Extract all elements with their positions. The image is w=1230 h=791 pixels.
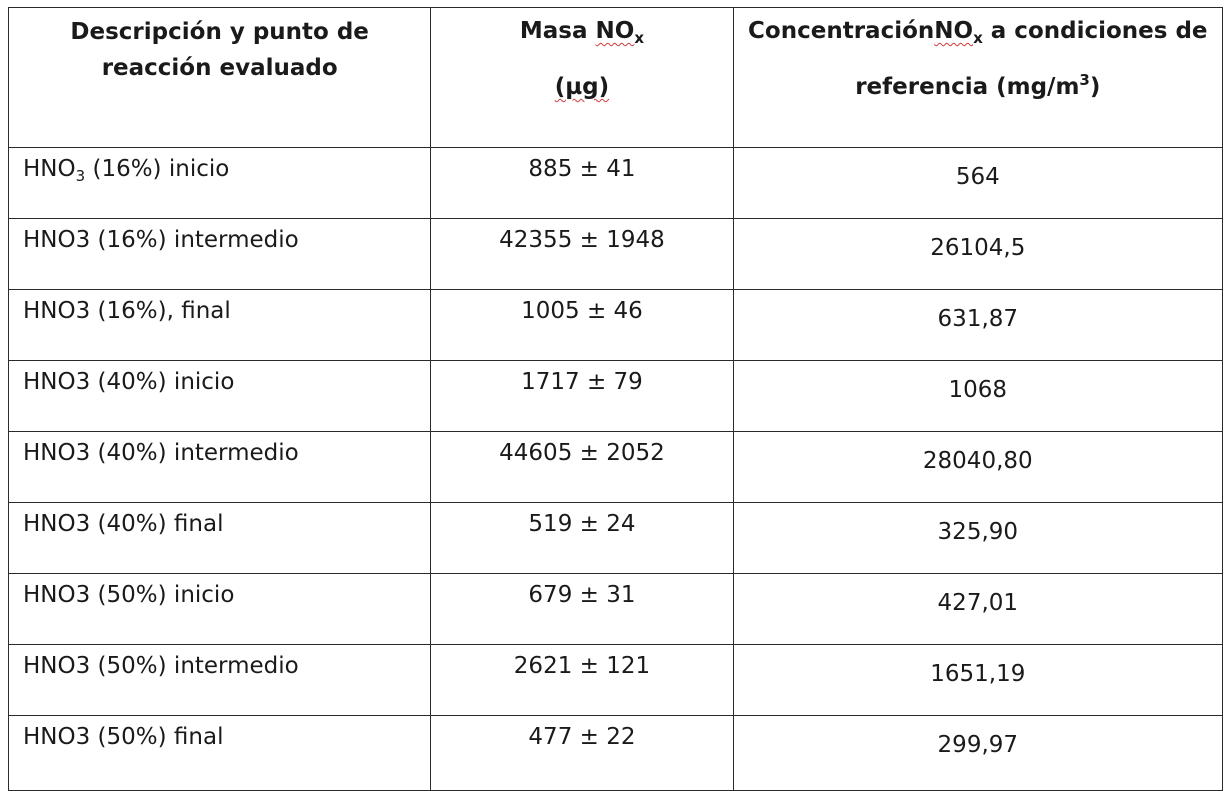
nox-results-table: Descripción y punto de reacción evaluado… bbox=[7, 7, 1224, 791]
header-mass: Masa NOx (µg) bbox=[430, 7, 734, 148]
table-row: HNO3 (40%) intermedio 44605 ± 2052 28040… bbox=[7, 431, 1224, 503]
cell-description: HNO3 (50%) final bbox=[7, 715, 432, 791]
cell-mass: 44605 ± 2052 bbox=[430, 431, 734, 503]
header-mass-unit-text: (µg) bbox=[554, 74, 610, 100]
header-mass-chem-text: NO bbox=[595, 18, 635, 44]
table-row: HNO3 (40%) inicio 1717 ± 79 1068 bbox=[7, 360, 1224, 432]
header-concentration-line2: referencia (mg/m3) bbox=[734, 70, 1222, 104]
header-concentration-chem-text: NO bbox=[934, 18, 974, 44]
cell-mass: 477 ± 22 bbox=[430, 715, 734, 791]
table-row: HNO3 (50%) inicio 679 ± 31 427,01 bbox=[7, 573, 1224, 645]
cell-description: HNO3 (40%) final bbox=[7, 502, 432, 574]
header-concentration-close: ) bbox=[1089, 74, 1101, 100]
header-description: Descripción y punto de reacción evaluado bbox=[7, 7, 432, 148]
cell-description: HNO3 (16%), final bbox=[7, 289, 432, 361]
cell-description: HNO3 (50%) intermedio bbox=[7, 644, 432, 716]
cell-mass: 885 ± 41 bbox=[430, 147, 734, 219]
cell-description: HNO3 (16%) inicio bbox=[7, 147, 432, 219]
cell-mass: 1005 ± 46 bbox=[430, 289, 734, 361]
header-concentration: ConcentraciónNOx a condiciones de refere… bbox=[732, 7, 1224, 148]
cell-concentration: 26104,5 bbox=[732, 218, 1224, 290]
cell-concentration: 427,01 bbox=[732, 573, 1224, 645]
cell-description: HNO3 (40%) inicio bbox=[7, 360, 432, 432]
table-row: HNO3 (16%) inicio 885 ± 41 564 bbox=[7, 147, 1224, 219]
header-concentration-post: a condiciones de bbox=[990, 18, 1208, 44]
header-concentration-chem: NOx bbox=[934, 18, 983, 47]
header-mass-chem-sub: x bbox=[634, 29, 645, 47]
cell-mass: 679 ± 31 bbox=[430, 573, 734, 645]
cell-description-chem: HNO bbox=[23, 156, 76, 182]
table-row: HNO3 (16%), final 1005 ± 46 631,87 bbox=[7, 289, 1224, 361]
cell-concentration: 631,87 bbox=[732, 289, 1224, 361]
table-row: HNO3 (50%) intermedio 2621 ± 121 1651,19 bbox=[7, 644, 1224, 716]
cell-mass: 519 ± 24 bbox=[430, 502, 734, 574]
cell-description-sub: 3 bbox=[75, 167, 86, 185]
header-concentration-chem-sub: x bbox=[973, 29, 983, 47]
header-description-line2: reacción evaluado bbox=[101, 55, 338, 81]
cell-mass: 42355 ± 1948 bbox=[430, 218, 734, 290]
cell-description: HNO3 (50%) inicio bbox=[7, 573, 432, 645]
cell-description-rest: (16%) inicio bbox=[85, 156, 230, 182]
cell-concentration: 1651,19 bbox=[732, 644, 1224, 716]
cell-mass: 2621 ± 121 bbox=[430, 644, 734, 716]
table-row: HNO3 (50%) final 477 ± 22 299,97 bbox=[7, 715, 1224, 791]
header-concentration-line2-text: referencia (mg/m bbox=[855, 74, 1080, 100]
header-concentration-pre: Concentración bbox=[748, 18, 935, 44]
header-mass-unit: (µg) bbox=[431, 70, 732, 104]
cell-concentration: 1068 bbox=[732, 360, 1224, 432]
header-description-line1: Descripción y punto de bbox=[70, 19, 369, 45]
table-row: HNO3 (16%) intermedio 42355 ± 1948 26104… bbox=[7, 218, 1224, 290]
header-concentration-sup: 3 bbox=[1079, 71, 1090, 89]
cell-description: HNO3 (16%) intermedio bbox=[7, 218, 432, 290]
cell-concentration: 299,97 bbox=[732, 715, 1224, 791]
header-mass-chem: NOx bbox=[595, 18, 645, 47]
header-row: Descripción y punto de reacción evaluado… bbox=[7, 7, 1224, 148]
table-row: HNO3 (40%) final 519 ± 24 325,90 bbox=[7, 502, 1224, 574]
cell-concentration: 564 bbox=[732, 147, 1224, 219]
cell-mass: 1717 ± 79 bbox=[430, 360, 734, 432]
cell-concentration: 325,90 bbox=[732, 502, 1224, 574]
cell-description: HNO3 (40%) intermedio bbox=[7, 431, 432, 503]
cell-concentration: 28040,80 bbox=[732, 431, 1224, 503]
header-concentration-line1: ConcentraciónNOx a condiciones de bbox=[734, 14, 1222, 48]
header-mass-word: Masa bbox=[519, 18, 588, 44]
header-mass-title: Masa NOx bbox=[431, 14, 732, 48]
